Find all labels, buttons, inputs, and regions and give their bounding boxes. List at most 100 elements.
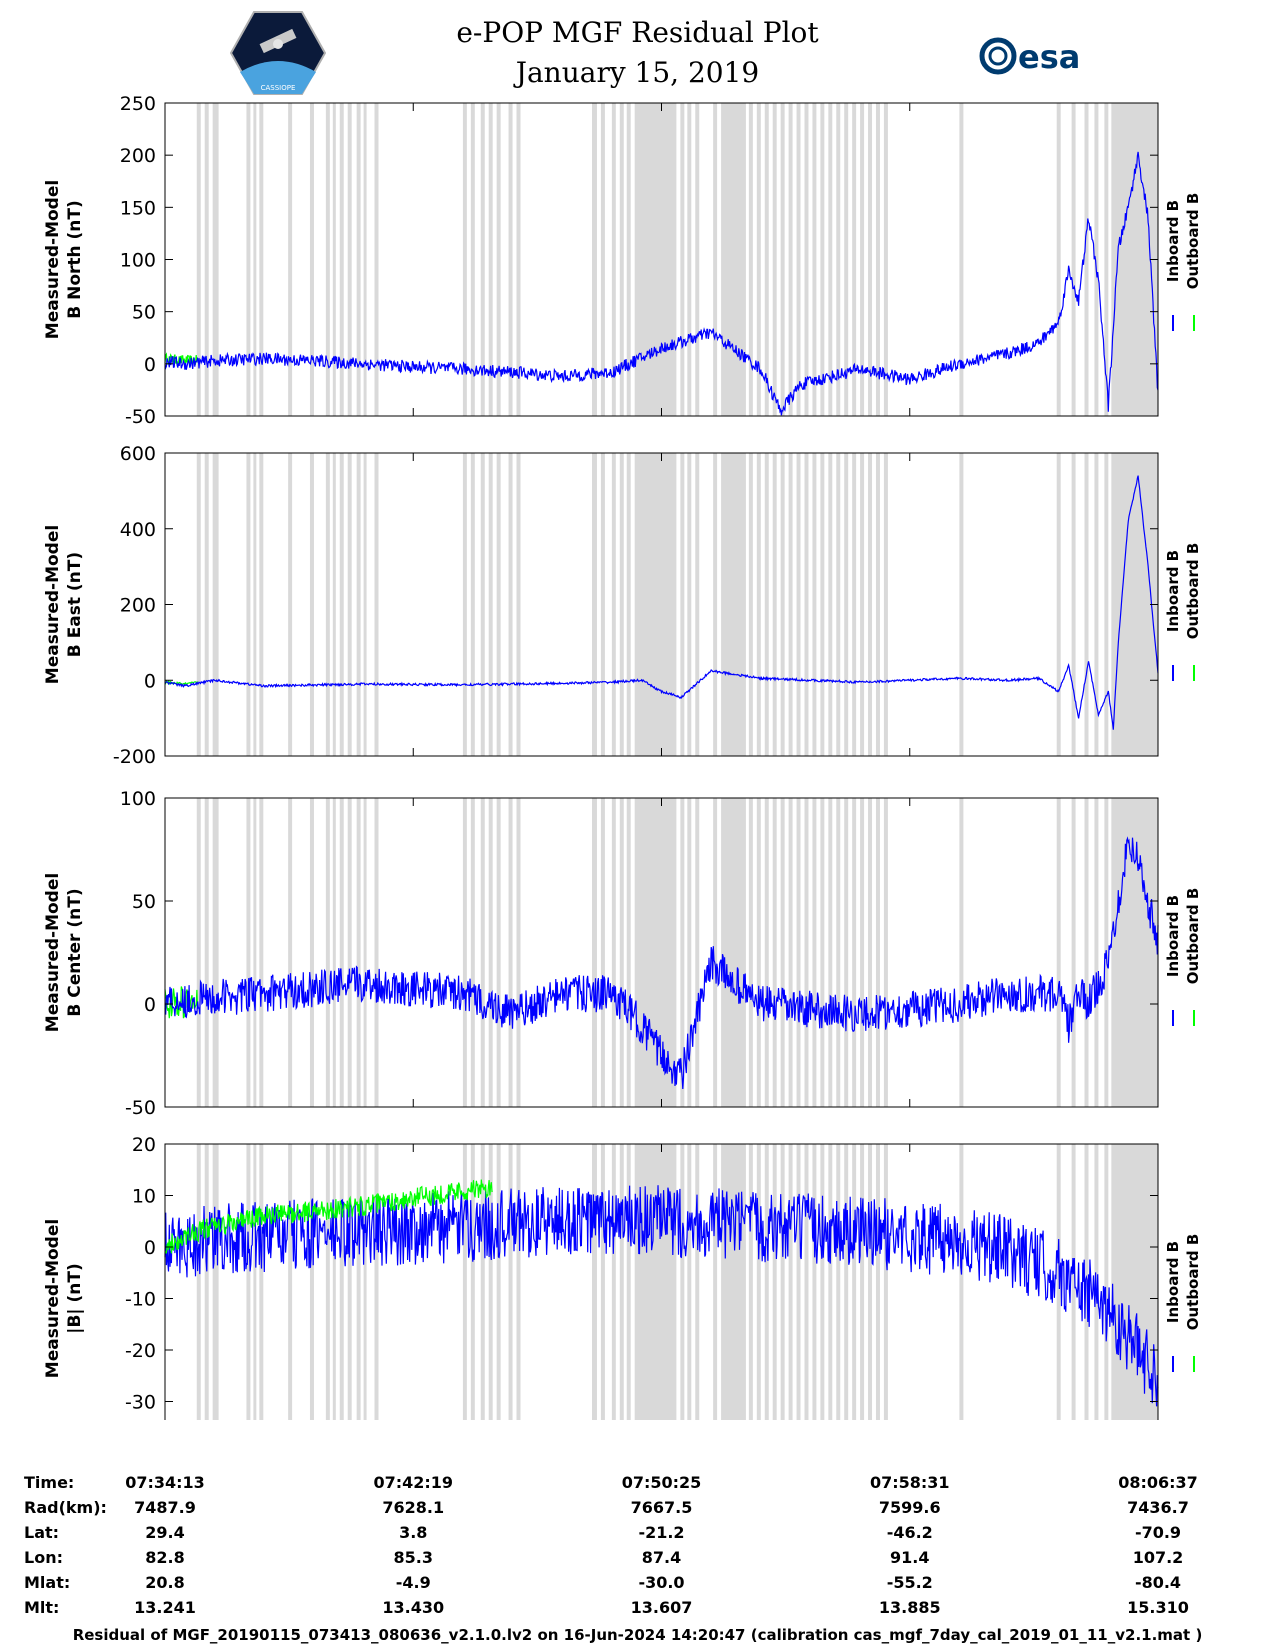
data-gap-band (374, 453, 379, 756)
data-gap-band (309, 1144, 314, 1420)
data-gap-band (721, 103, 746, 416)
data-gap-band (959, 798, 964, 1107)
data-gap-band (356, 103, 361, 416)
y-tick-label: 0 (144, 994, 156, 1016)
data-gap-band (634, 798, 677, 1107)
legend-entry: Outboard B (1184, 193, 1202, 290)
data-gap-band (611, 1144, 616, 1420)
y-axis-label-line: B East (nT) (65, 552, 85, 657)
data-gap-band (508, 798, 513, 1107)
table-cell: 07:42:19 (373, 1473, 454, 1492)
data-gap-band (852, 798, 857, 1107)
y-tick-label: 20 (132, 1134, 156, 1156)
table-cell: 13.607 (630, 1598, 693, 1617)
data-gap-band (780, 453, 785, 756)
data-gap-band (687, 103, 692, 416)
data-gap-band (325, 453, 330, 756)
data-gap-band (1071, 1144, 1076, 1420)
data-gap-band (339, 798, 344, 1107)
data-gap-band (695, 1144, 700, 1420)
data-gap-band (619, 798, 624, 1107)
data-gap-band (836, 453, 841, 756)
y-axis-label-line: B North (nT) (65, 200, 85, 319)
legend-entry: Inboard B (1164, 550, 1182, 632)
data-gap-band (812, 1144, 817, 1420)
data-gap-band (756, 798, 761, 1107)
data-gap-band (246, 103, 251, 416)
table-cell: 15.310 (1127, 1598, 1189, 1617)
data-gap-band (462, 103, 467, 416)
data-gap-band (212, 1144, 219, 1420)
data-gap-band (828, 103, 833, 416)
data-gap-band (875, 103, 880, 416)
data-gap-band (462, 453, 467, 756)
table-row-label: Lon: (24, 1548, 63, 1567)
data-gap-band (812, 453, 817, 756)
data-gap-band (253, 103, 257, 416)
data-gap-band (844, 798, 849, 1107)
data-gap-band (1071, 103, 1076, 416)
data-gap-band (288, 798, 293, 1107)
data-gap-band (600, 1144, 605, 1420)
data-gap-band (259, 798, 264, 1107)
table-cell: 07:50:25 (621, 1473, 702, 1492)
data-gap-band (496, 103, 501, 416)
data-gap-band (1071, 798, 1076, 1107)
y-tick-label: 100 (120, 788, 156, 810)
legend-entry: Outboard B (1184, 543, 1202, 640)
table-cell: 07:58:31 (869, 1473, 950, 1492)
data-gap-band (462, 1144, 467, 1420)
esa-logo-text: esa (1018, 38, 1080, 76)
table-cell: 107.2 (1132, 1548, 1184, 1567)
data-gap-band (374, 103, 379, 416)
data-gap-band (820, 453, 825, 756)
table-cell: 82.8 (145, 1548, 185, 1567)
data-gap-band (1071, 453, 1076, 756)
data-gap-band (804, 103, 809, 416)
data-gap-band (496, 798, 501, 1107)
data-gap-band (780, 1144, 785, 1420)
data-gap-band (852, 103, 857, 416)
y-tick-label: -200 (113, 746, 156, 768)
data-gap-band (1111, 1144, 1158, 1420)
data-gap-band (713, 1144, 718, 1420)
data-gap-band (820, 798, 825, 1107)
cassiope-logo: CASSIOPE (230, 11, 326, 95)
y-axis-label: Measured-Model B East (nT) (43, 525, 85, 684)
data-gap-band (812, 103, 817, 416)
data-gap-band (332, 798, 336, 1107)
data-gap-band (875, 1144, 880, 1420)
data-gap-band (959, 453, 964, 756)
legend-entry: Inboard B (1164, 200, 1182, 282)
legend: Inboard B Outboard B (1164, 193, 1202, 290)
data-gap-band (516, 453, 521, 756)
data-gap-band (591, 103, 597, 416)
data-gap-band (1104, 1144, 1109, 1420)
table-row-label: Mlt: (24, 1598, 60, 1617)
data-gap-band (687, 1144, 692, 1420)
table-cell: 08:06:37 (1118, 1473, 1198, 1492)
y-tick-label: 250 (120, 93, 156, 115)
data-gap-band (356, 453, 361, 756)
data-gap-band (883, 453, 888, 756)
table-cell: 7487.9 (134, 1498, 196, 1517)
data-gap-band (1094, 798, 1099, 1107)
data-gap-band (204, 453, 209, 756)
table-cell: -21.2 (638, 1523, 685, 1542)
data-gap-band (780, 798, 785, 1107)
table-cell: 91.4 (890, 1548, 930, 1567)
data-gap-band (695, 798, 700, 1107)
data-gap-band (332, 453, 336, 756)
data-gap-band (626, 453, 631, 756)
data-gap-band (836, 798, 841, 1107)
data-gap-band (959, 103, 964, 416)
data-gap-band (619, 453, 624, 756)
data-gap-band (883, 798, 888, 1107)
table-cell: 7667.5 (630, 1498, 693, 1517)
data-gap-band (246, 453, 251, 756)
y-tick-label: 150 (120, 197, 156, 219)
esa-logo: esa (979, 37, 1080, 76)
data-gap-band (860, 103, 865, 416)
y-axis-label-line: Measured-Model (43, 525, 63, 684)
y-tick-label: 50 (132, 302, 156, 324)
